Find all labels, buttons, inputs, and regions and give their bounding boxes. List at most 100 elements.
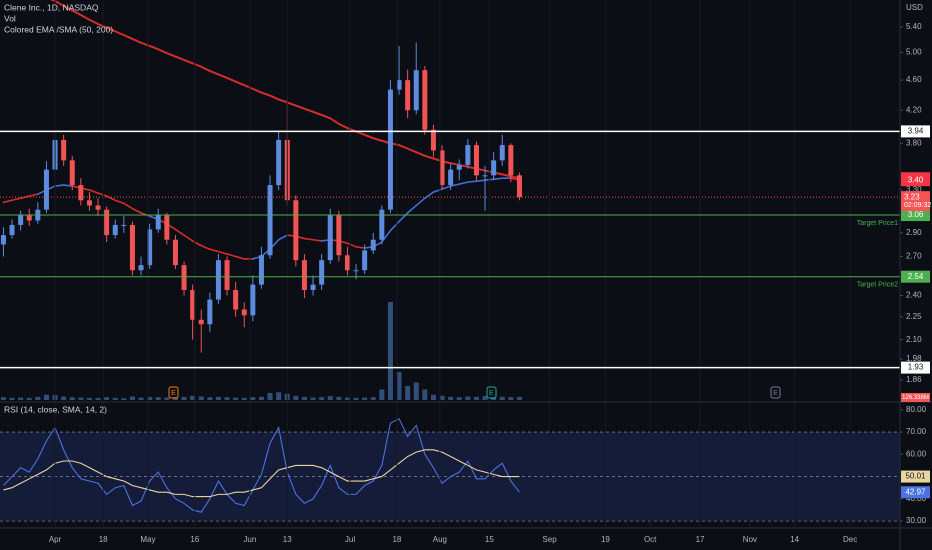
candle-body — [207, 299, 213, 325]
volume-bar — [129, 396, 135, 400]
ema-segment — [277, 234, 289, 241]
y-tick-label: 4.20 — [906, 105, 922, 114]
candle-body — [26, 215, 32, 221]
svg-text:E: E — [489, 390, 494, 397]
y-tick-label: 3.30 — [906, 185, 922, 194]
volume-bar — [250, 397, 256, 400]
level-name: Target Price1 — [857, 220, 898, 227]
volume-bar — [26, 397, 32, 400]
volume-bar — [9, 397, 15, 400]
ema-segment — [191, 240, 203, 247]
ema-segment — [406, 204, 418, 214]
candle-body — [491, 160, 497, 176]
level-name: Target Price2 — [857, 282, 898, 289]
svg-text:E: E — [773, 390, 778, 397]
candle-body — [319, 260, 325, 285]
ema-segment — [234, 255, 246, 260]
candle-body — [473, 145, 479, 176]
level-badge-bg — [901, 125, 930, 138]
ema-segment — [226, 253, 237, 258]
candle-body — [396, 80, 402, 90]
x-tick-label: Oct — [644, 535, 657, 544]
rsi-y-tick-label: 80.00 — [906, 405, 927, 414]
rsi-y-tick-label: 60.00 — [906, 449, 927, 458]
candle-body — [310, 284, 316, 290]
volume-bar — [405, 386, 411, 400]
level-badge-bg — [901, 270, 930, 283]
ema-segment — [54, 184, 65, 187]
candle-body — [267, 185, 273, 256]
ema-segment — [381, 229, 392, 243]
candle-body — [164, 215, 170, 240]
x-tick-label: Nov — [743, 535, 757, 544]
volume-bar — [422, 389, 428, 400]
ema-segment — [209, 248, 220, 253]
ema-segment — [415, 197, 426, 207]
level-badge-bg — [901, 209, 930, 222]
ema-segment — [88, 189, 99, 194]
x-tick-label: 18 — [99, 535, 108, 544]
level-badge: 2.54 — [908, 272, 924, 281]
candle-body — [379, 209, 385, 240]
volume-bar — [241, 397, 247, 400]
volume-bar — [301, 396, 307, 400]
volume-badge-bg — [901, 393, 930, 402]
volume-bar — [69, 397, 75, 400]
volume-bar — [155, 397, 161, 400]
candle-body — [448, 169, 454, 186]
x-tick-label: 18 — [392, 535, 401, 544]
volume-bar — [439, 395, 445, 400]
volume-bar — [181, 396, 187, 400]
x-tick-label: Jun — [243, 535, 256, 544]
ema-segment — [131, 207, 142, 214]
x-tick-label: Dec — [843, 535, 857, 544]
y-tick-label: 4.60 — [906, 75, 922, 84]
candle-body — [86, 200, 92, 206]
volume-bar — [387, 302, 393, 400]
ema-segment — [217, 250, 228, 255]
candle-body — [104, 209, 110, 236]
volume-bar — [121, 398, 127, 400]
candle-body — [0, 235, 6, 245]
candle-body — [112, 224, 118, 236]
rsi-badge: 42.97 — [905, 487, 926, 496]
price-badge: 3.40 — [908, 175, 924, 184]
candle-body — [370, 239, 376, 251]
x-tick-label: May — [140, 535, 155, 544]
volume-bar — [18, 397, 24, 400]
volume-bar — [473, 396, 479, 400]
currency-label: USD — [906, 3, 923, 12]
candle-body — [155, 215, 161, 230]
ema-segment — [114, 199, 125, 205]
volume-bar — [353, 397, 359, 400]
volume-bar — [362, 397, 368, 400]
volume-bar — [164, 397, 170, 400]
volume-bar — [147, 396, 153, 400]
y-tick-label: 3.80 — [906, 138, 922, 147]
candle-body — [508, 145, 514, 176]
candle-body — [465, 145, 471, 165]
y-tick-label: 2.70 — [906, 252, 922, 261]
candle-body — [482, 175, 488, 177]
x-tick-label: Aug — [433, 535, 447, 544]
volume-bar — [267, 393, 273, 400]
y-tick-label: 2.90 — [906, 228, 922, 237]
ema-segment — [62, 184, 74, 187]
last-price-bg — [901, 191, 930, 212]
x-tick-label: Apr — [49, 535, 62, 544]
candle-body — [121, 224, 127, 226]
level-badge: 1.93 — [908, 363, 924, 372]
candle-body — [336, 215, 342, 256]
candle-body — [430, 129, 436, 151]
ema-segment — [28, 193, 39, 197]
candle-body — [172, 239, 178, 266]
volume-bar — [379, 389, 385, 400]
y-tick-label: 2.25 — [906, 312, 922, 321]
level-badge: 3.94 — [908, 126, 924, 135]
volume-bar — [516, 396, 522, 400]
candle-body — [215, 260, 221, 300]
y-tick-label: 2.10 — [906, 335, 922, 344]
volume-bar — [413, 382, 419, 400]
symbol-title: Clene Inc., 1D, NASDAQ — [4, 2, 99, 12]
